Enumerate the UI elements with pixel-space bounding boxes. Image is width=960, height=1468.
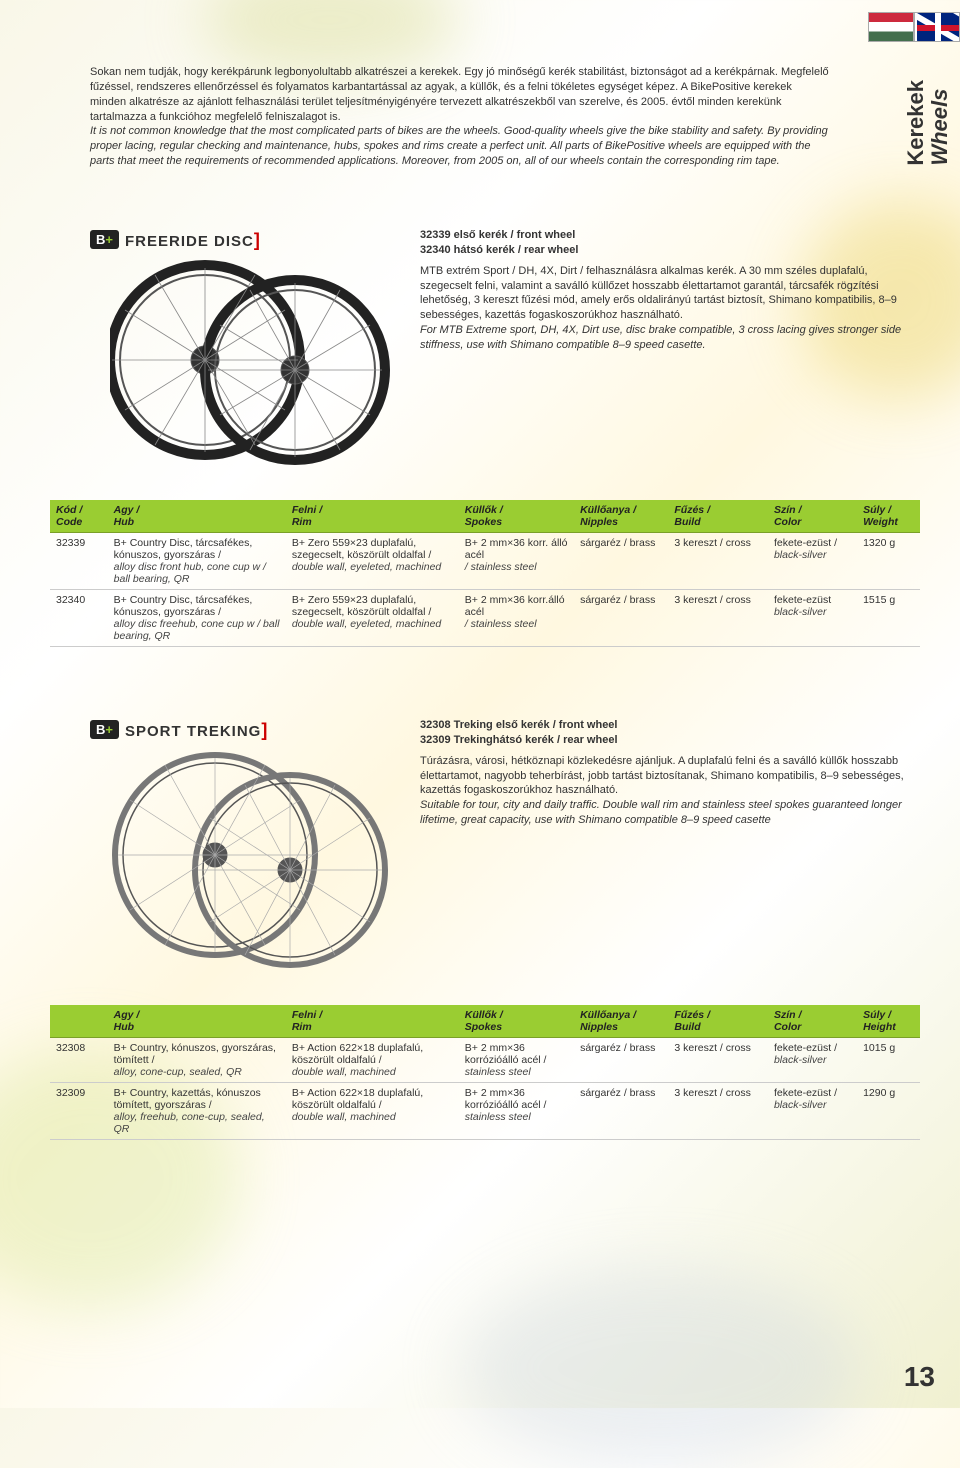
code-line2: 32309 Trekinghátsó kerék / rear wheel (420, 734, 618, 746)
wheel-image-treking (110, 740, 390, 970)
code-line1: 32339 első kerék / front wheel (420, 229, 575, 241)
language-flags (868, 12, 960, 42)
desc-hu: Túrázásra, városi, hétköznapi közlekedés… (420, 754, 920, 799)
spec-table-freeride: Kód /Code Agy /Hub Felni /Rim Küllők /Sp… (50, 500, 920, 647)
spec-table-treking: Agy /Hub Felni /Rim Küllők /Spokes Küllő… (50, 1005, 920, 1140)
desc-en: For MTB Extreme sport, DH, 4X, Dirt use,… (420, 323, 920, 353)
section-sport-treking: B+ SPORT TREKING] (90, 720, 268, 741)
side-title-hu: Kerekek (903, 80, 928, 166)
code-line2: 32340 hátsó kerék / rear wheel (420, 244, 578, 256)
side-title: Kerekek Wheels (904, 80, 952, 166)
table-row: 32308 B+ Country, kónuszos, gyorszáras, … (50, 1038, 920, 1083)
flag-uk-icon (914, 12, 960, 42)
code-line1: 32308 Treking első kerék / front wheel (420, 719, 617, 731)
intro-hu: Sokan nem tudják, hogy kerékpárunk legbo… (90, 66, 829, 123)
badge-icon: B+ (90, 230, 119, 249)
section-title: FREERIDE DISC] (125, 230, 261, 251)
desc-freeride: 32339 első kerék / front wheel 32340 hát… (420, 228, 920, 353)
wheel-image-freeride (110, 250, 390, 470)
section-title: SPORT TREKING] (125, 720, 268, 741)
desc-treking: 32308 Treking első kerék / front wheel 3… (420, 718, 920, 828)
desc-en: Suitable for tour, city and daily traffi… (420, 798, 920, 828)
page-number: 13 (904, 1361, 935, 1393)
intro-text: Sokan nem tudják, hogy kerékpárunk legbo… (90, 65, 830, 169)
intro-en: It is not common knowledge that the most… (90, 125, 828, 167)
table-header-row: Agy /Hub Felni /Rim Küllők /Spokes Küllő… (50, 1005, 920, 1038)
table-header-row: Kód /Code Agy /Hub Felni /Rim Küllők /Sp… (50, 500, 920, 533)
flag-hu-icon (868, 12, 914, 42)
side-title-en: Wheels (927, 89, 952, 166)
section-freeride: B+ FREERIDE DISC] (90, 230, 261, 251)
table-row: 32340 B+ Country Disc, tárcsafékes, kónu… (50, 590, 920, 647)
table-row: 32339 B+ Country Disc, tárcsafékes, kónu… (50, 533, 920, 590)
desc-hu: MTB extrém Sport / DH, 4X, Dirt / felhas… (420, 264, 920, 323)
table-row: 32309 B+ Country, kazettás, kónuszos töm… (50, 1083, 920, 1140)
badge-icon: B+ (90, 720, 119, 739)
